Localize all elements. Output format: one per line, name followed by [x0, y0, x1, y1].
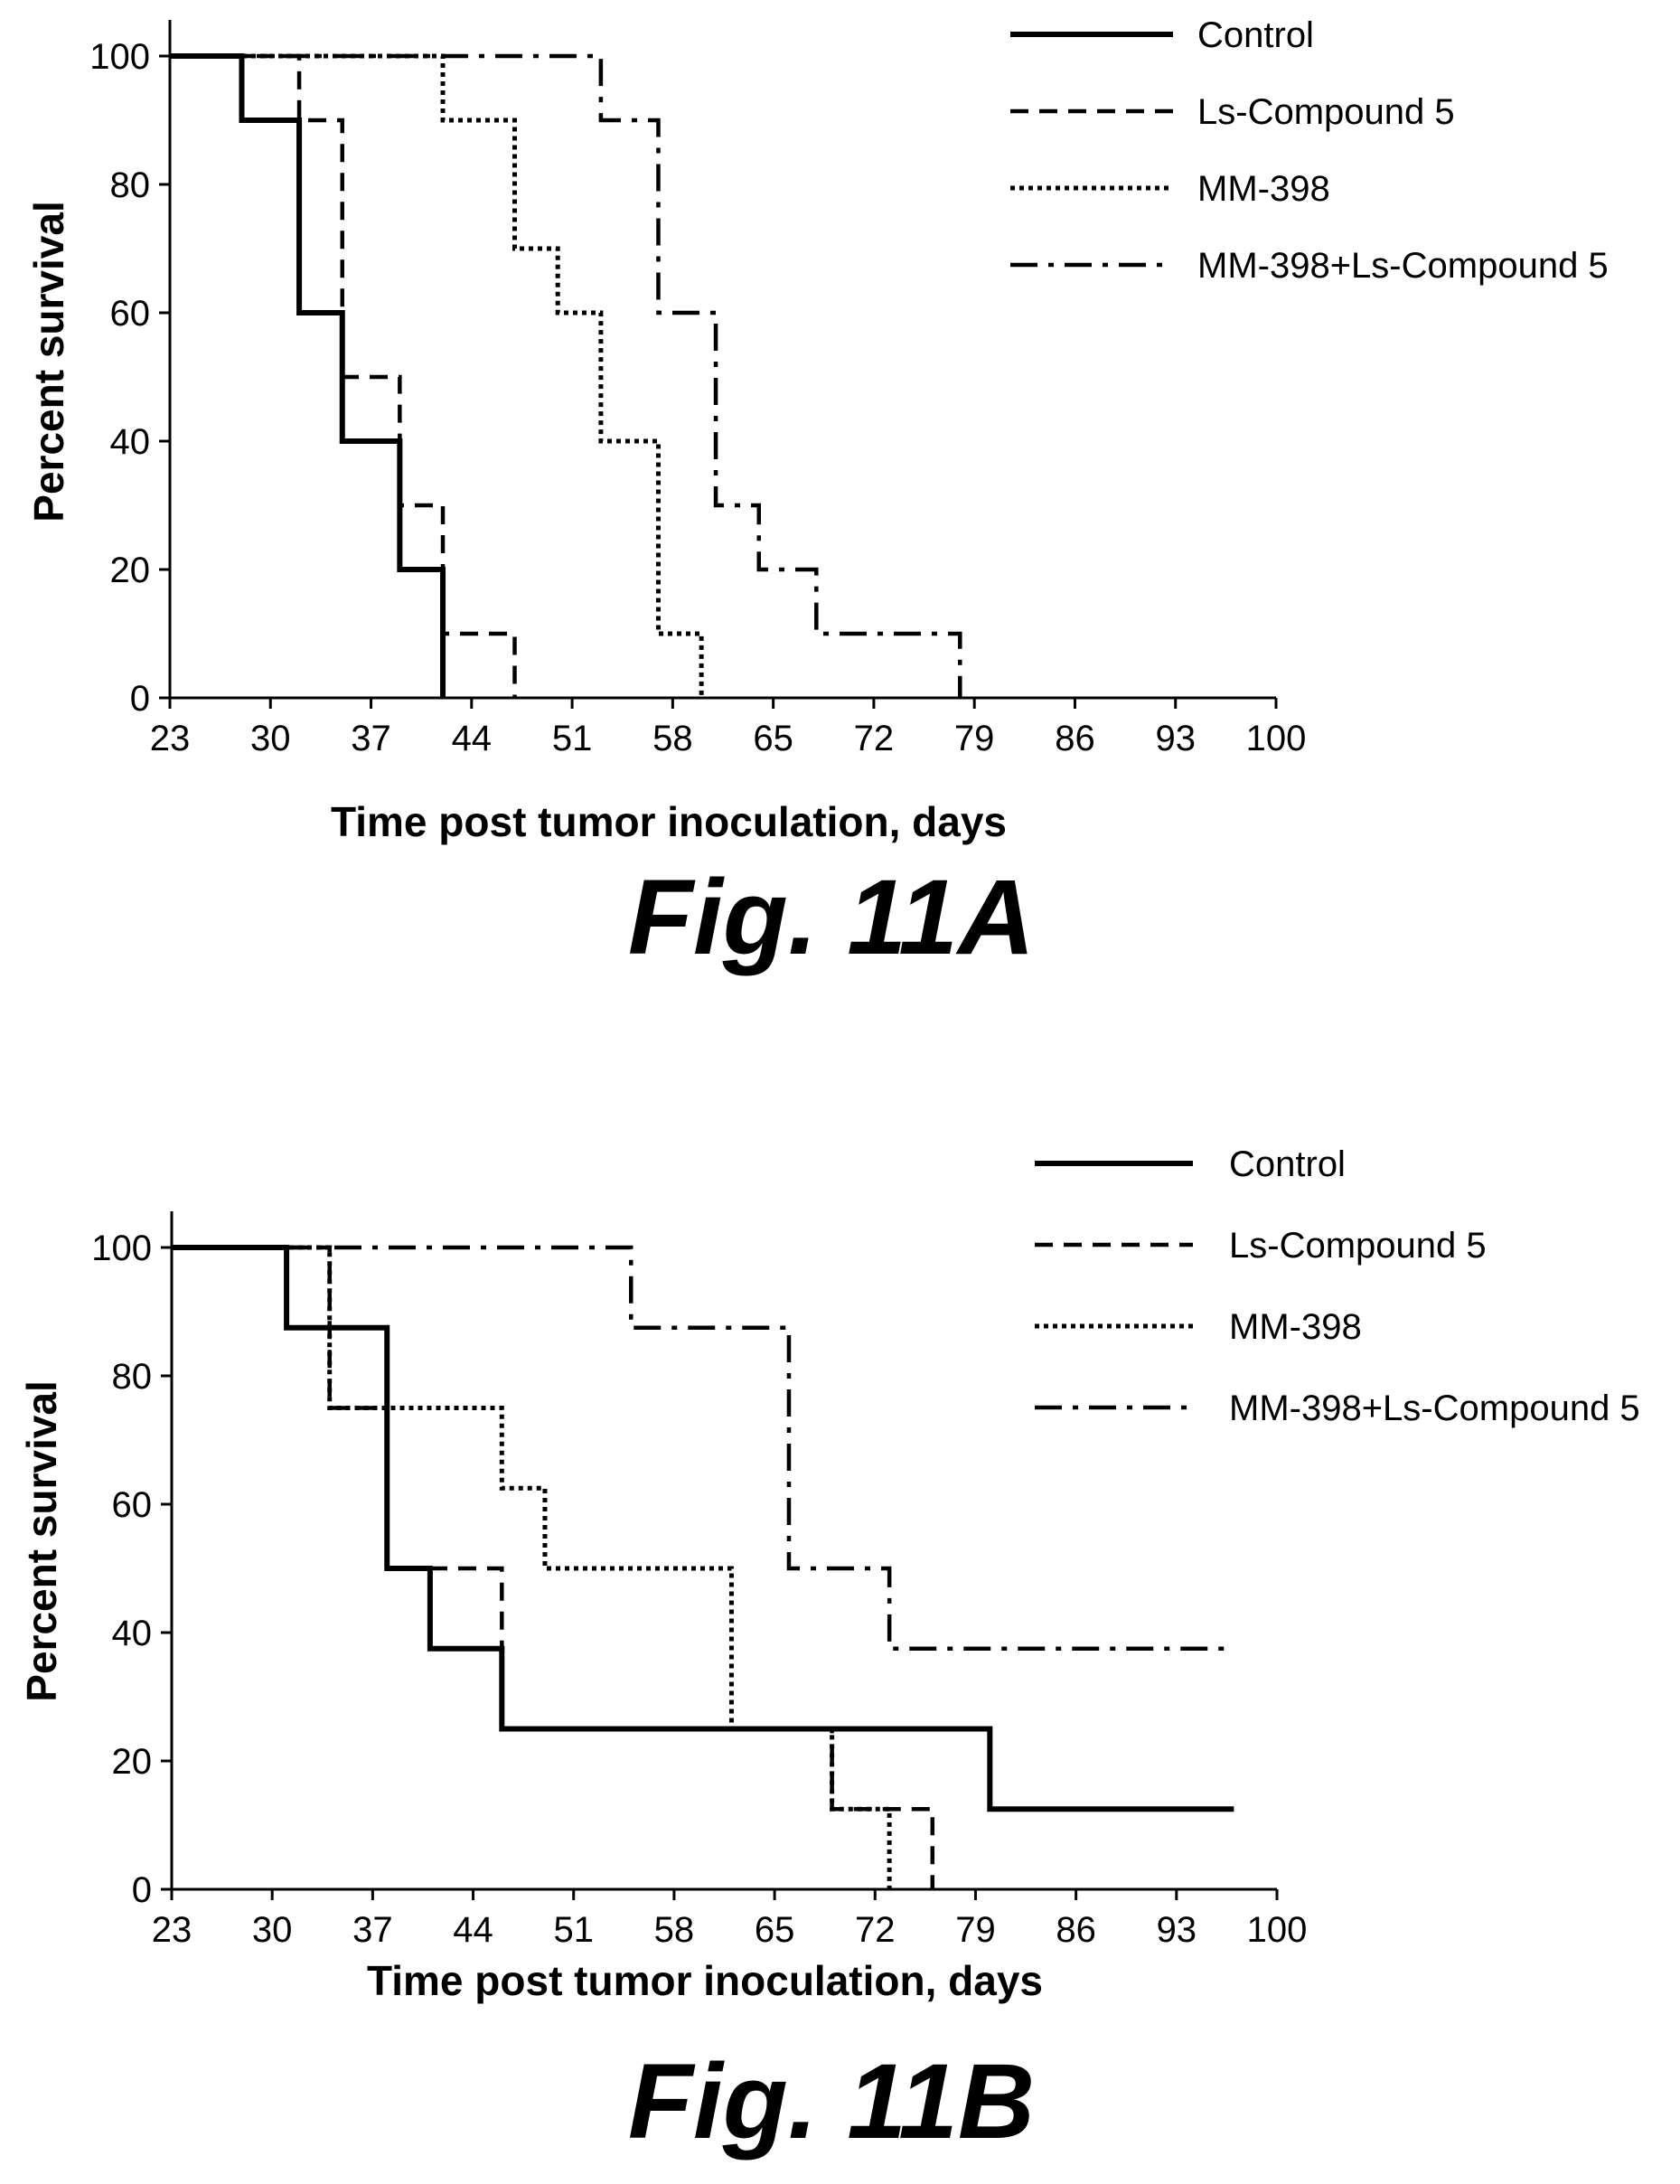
x-tick-label: 37 — [351, 719, 391, 758]
y-tick-label: 0 — [130, 679, 150, 719]
x-tick-label: 79 — [955, 1910, 996, 1950]
x-tick-label: 30 — [250, 719, 291, 758]
x-tick-label: 93 — [1157, 1910, 1197, 1950]
chart-axes: 23 30 37 44 51 58 65 72 79 86 93 100 0 20 40 60 80 100 — [91, 1211, 1307, 1950]
x-axis-title: Time post tumor inoculation, days — [331, 798, 1007, 845]
x-tick-label: 93 — [1155, 719, 1196, 758]
x-tick-label: 58 — [652, 719, 693, 758]
figure-caption-11a: Fig. 11A — [628, 858, 1035, 977]
series-line-mm-398-ls-compound-5 — [172, 1245, 1234, 1651]
y-tick-label: 40 — [112, 1614, 153, 1653]
series-line-control — [170, 53, 446, 698]
series-layer — [170, 53, 962, 698]
chart-panel-11b: 23 30 37 44 51 58 65 72 79 86 93 100 0 20 40 60 80 100 Co… — [18, 1144, 1640, 2161]
legend-label: Control — [1229, 1144, 1346, 1184]
x-tick-label: 23 — [150, 719, 191, 758]
x-tick-label: 30 — [252, 1910, 293, 1950]
x-tick-label: 72 — [855, 1910, 896, 1950]
y-tick-label: 40 — [110, 422, 151, 462]
y-tick-label: 100 — [91, 1228, 152, 1268]
figure-caption-11b: Fig. 11B — [628, 2042, 1035, 2161]
x-tick-label: 44 — [453, 1910, 493, 1950]
y-tick-label: 60 — [110, 294, 151, 334]
series-line-mm-398 — [170, 53, 704, 698]
series-line-ls-compound-5 — [172, 1245, 935, 1889]
legend-label: Control — [1197, 15, 1314, 55]
y-tick-label: 20 — [110, 551, 151, 590]
legend-label: MM-398 — [1229, 1307, 1362, 1347]
series-line-control — [172, 1245, 1234, 1812]
legend-label: Ls-Compound 5 — [1197, 92, 1455, 132]
series-line-ls-compound-5 — [170, 53, 517, 698]
x-tick-label: 65 — [755, 1910, 795, 1950]
legend-label: MM-398+Ls-Compound 5 — [1229, 1389, 1640, 1428]
y-tick-label: 80 — [110, 165, 151, 205]
x-axis-title: Time post tumor inoculation, days — [367, 1957, 1043, 2004]
y-tick-label: 100 — [89, 37, 150, 77]
y-tick-label: 20 — [112, 1742, 153, 1782]
x-tick-label: 23 — [152, 1910, 192, 1950]
chart-axes: 23 30 37 44 51 58 65 72 79 86 93 100 0 20 40 60 80 100 — [89, 20, 1306, 758]
y-axis-title: Percent survival — [18, 1380, 65, 1701]
chart-legend: Control Ls-Compound 5 MM-398 MM-398+Ls-Comp… — [1035, 1144, 1640, 1428]
series-line-mm-398-ls-compound-5 — [170, 53, 962, 698]
y-axis-title: Percent survival — [25, 201, 72, 522]
chart-panel-11a: 23 30 37 44 51 58 65 72 79 86 93 100 0 20 40 60 80 100 Co… — [25, 15, 1609, 977]
legend-label: Ls-Compound 5 — [1229, 1226, 1487, 1266]
legend-label: MM-398 — [1197, 169, 1330, 209]
x-tick-label: 100 — [1246, 719, 1307, 758]
x-tick-label: 86 — [1055, 719, 1095, 758]
x-tick-label: 79 — [954, 719, 995, 758]
y-tick-label: 80 — [112, 1357, 153, 1397]
chart-legend: Control Ls-Compound 5 MM-398 MM-398+Ls-Comp… — [1010, 15, 1609, 286]
legend-label: MM-398+Ls-Compound 5 — [1197, 246, 1609, 286]
x-tick-label: 65 — [753, 719, 793, 758]
x-tick-label: 72 — [854, 719, 895, 758]
series-layer — [172, 1245, 1234, 1889]
x-tick-label: 51 — [552, 719, 593, 758]
y-tick-label: 60 — [112, 1485, 153, 1525]
x-tick-label: 86 — [1056, 1910, 1096, 1950]
x-tick-label: 51 — [553, 1910, 594, 1950]
x-tick-label: 44 — [452, 719, 493, 758]
x-tick-label: 100 — [1247, 1910, 1308, 1950]
x-tick-label: 58 — [654, 1910, 695, 1950]
series-line-mm-398 — [172, 1245, 892, 1889]
x-tick-label: 37 — [352, 1910, 393, 1950]
y-tick-label: 0 — [132, 1870, 152, 1910]
